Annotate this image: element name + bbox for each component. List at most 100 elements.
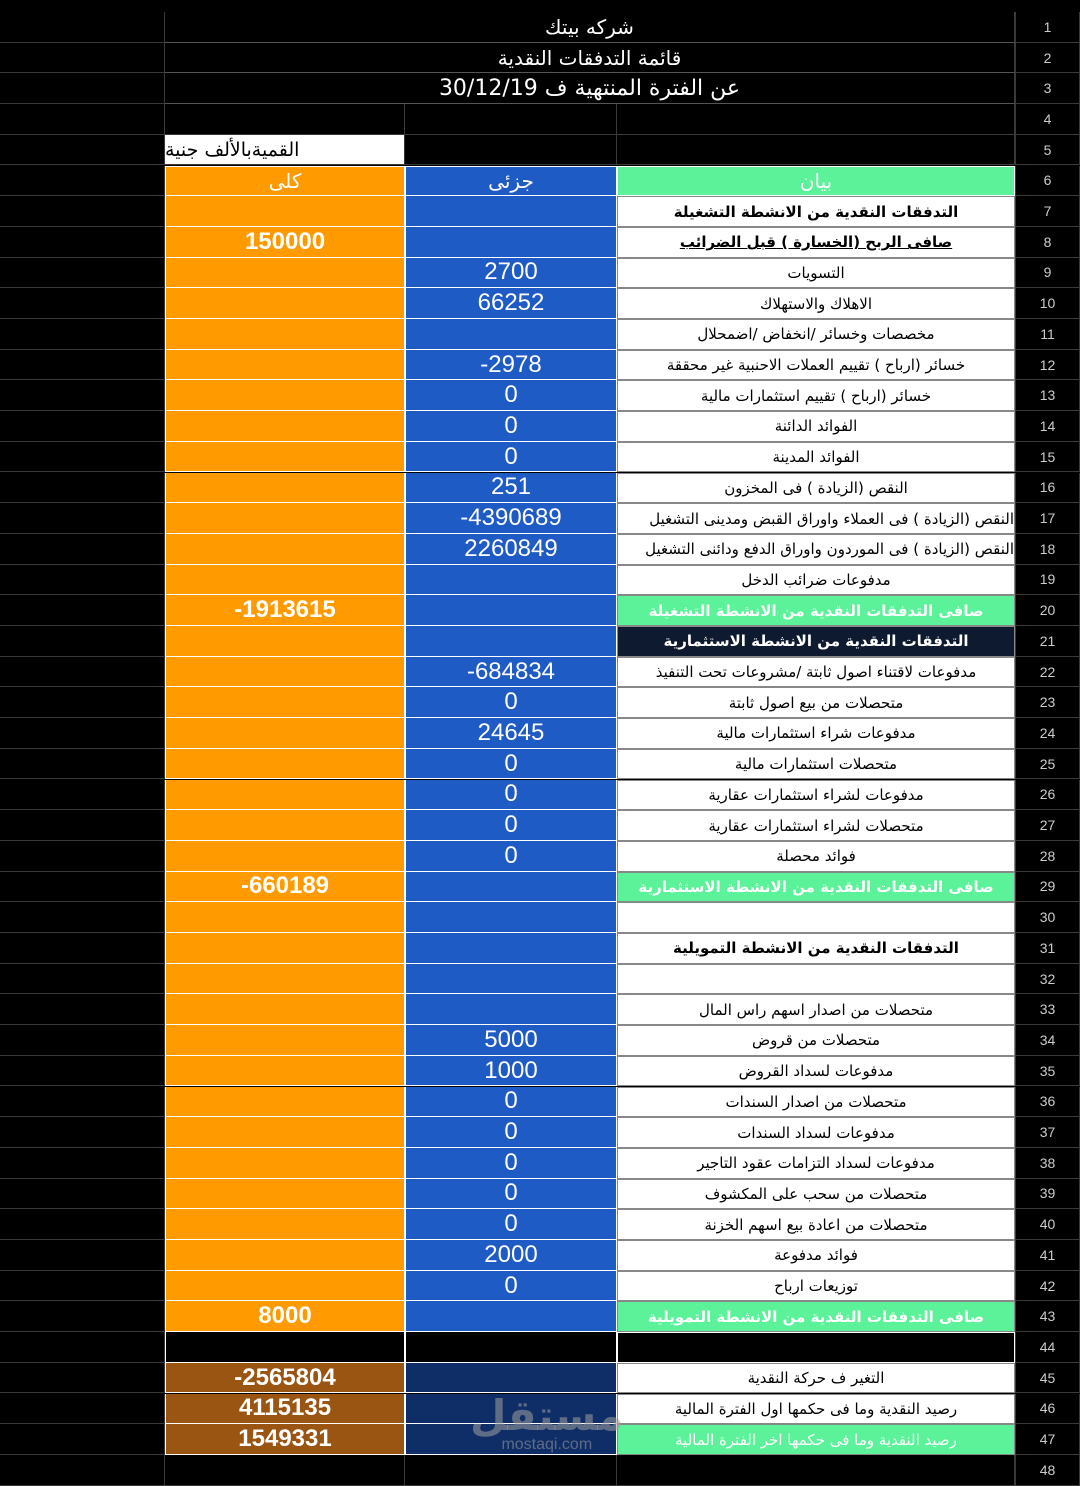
partial-cell	[405, 319, 617, 350]
statement-label: مدفوعات لاقتناء اصول ثابتة /مشروعات تحت …	[617, 656, 1015, 688]
cell	[0, 288, 165, 319]
statement-label: صافى التدفقات النقدية من الانشطة التمويل…	[617, 1301, 1015, 1333]
total-cell	[165, 1025, 405, 1056]
partial-cell: 0	[405, 1270, 617, 1302]
total-cell	[165, 902, 405, 933]
cell	[0, 902, 165, 933]
partial-cell: 0	[405, 748, 617, 780]
cell	[0, 871, 165, 903]
cell	[0, 1025, 165, 1056]
cell	[0, 165, 165, 197]
total-cell	[165, 1209, 405, 1240]
watermark-brand: مستقل	[470, 1391, 624, 1440]
cell	[0, 626, 165, 657]
row-number: 6	[1015, 165, 1080, 197]
statement-label: مدفوعات شراء استثمارات مالية	[617, 718, 1015, 749]
row-number: 14	[1015, 411, 1080, 442]
cell	[165, 1454, 405, 1486]
row-number: 42	[1015, 1270, 1080, 1302]
statement-label: متحصلات من سحب على المكشوف	[617, 1178, 1015, 1210]
total-cell	[165, 963, 405, 995]
row-number: 31	[1015, 933, 1080, 964]
row-number: 39	[1015, 1178, 1080, 1210]
cell	[0, 1055, 165, 1087]
watermark-site: mostaqi.com	[501, 1436, 593, 1453]
row-number: 13	[1015, 380, 1080, 412]
partial-cell: 0	[405, 1117, 617, 1148]
cell	[0, 687, 165, 719]
statement-label: الاهلاك والاستهلاك	[617, 288, 1015, 319]
cell	[0, 564, 165, 596]
cell	[0, 349, 165, 381]
cell	[0, 503, 165, 534]
total-cell	[165, 1332, 405, 1363]
report-period: عن الفترة المنتهية ف 30/12/19	[165, 73, 1015, 105]
cell	[0, 196, 165, 227]
statement-label: مدفوعات لشراء استثمارات عقارية	[617, 779, 1015, 811]
row-number: 24	[1015, 718, 1080, 749]
partial-cell: -2978	[405, 349, 617, 381]
total-cell	[165, 840, 405, 872]
cell	[0, 963, 165, 995]
partial-cell	[405, 196, 617, 227]
statement-label: صافى التدفقات النقدية من الانشطة التشغيل…	[617, 595, 1015, 626]
partial-cell	[405, 1301, 617, 1333]
total-cell	[165, 349, 405, 381]
statement-label: متحصلات لشراء استثمارات عقارية	[617, 810, 1015, 841]
statement-label: متحصلات من بيع اصول ثابتة	[617, 687, 1015, 719]
statement-label: توزيعات ارباح	[617, 1270, 1015, 1302]
row-number: 10	[1015, 288, 1080, 319]
cell	[0, 226, 165, 258]
row-number: 5	[1015, 134, 1080, 166]
total-cell	[165, 687, 405, 719]
row-number: 37	[1015, 1117, 1080, 1148]
cell	[0, 42, 165, 74]
column-header: جزئى	[405, 165, 617, 197]
partial-cell: 0	[405, 1209, 617, 1240]
partial-cell: 0	[405, 441, 617, 473]
row-number: 35	[1015, 1055, 1080, 1087]
cell	[0, 1240, 165, 1271]
partial-cell: -4390689	[405, 503, 617, 534]
cell	[617, 134, 1015, 166]
cell	[0, 1454, 165, 1486]
total-cell: 8000	[165, 1301, 405, 1333]
statement-label: صافى التدفقات النقدية من الانشطة الاستثم…	[617, 871, 1015, 903]
statement-label	[617, 963, 1015, 995]
cell	[0, 1086, 165, 1118]
total-cell	[165, 748, 405, 780]
partial-cell: 251	[405, 472, 617, 504]
total-cell	[165, 656, 405, 688]
partial-cell: 0	[405, 840, 617, 872]
column-header: بيان	[617, 165, 1015, 197]
statement-label: مدفوعات لسداد التزامات عقود التاجير	[617, 1147, 1015, 1179]
cell	[0, 472, 165, 504]
partial-cell: 0	[405, 779, 617, 811]
statement-label: مدفوعات لسداد القروض	[617, 1055, 1015, 1087]
cell	[0, 1362, 165, 1394]
cell	[0, 12, 165, 43]
total-cell	[165, 196, 405, 227]
partial-cell	[405, 226, 617, 258]
partial-cell: 24645	[405, 718, 617, 749]
cell	[0, 933, 165, 964]
cell	[0, 748, 165, 780]
partial-cell: 2000	[405, 1240, 617, 1271]
row-number: 17	[1015, 503, 1080, 534]
row-number: 47	[1015, 1424, 1080, 1455]
row-number: 7	[1015, 196, 1080, 227]
cell	[0, 441, 165, 473]
statement-label: متحصلات استثمارات مالية	[617, 748, 1015, 780]
row-number: 30	[1015, 902, 1080, 933]
total-cell	[165, 503, 405, 534]
cell	[0, 810, 165, 841]
partial-cell	[405, 933, 617, 964]
total-cell	[165, 779, 405, 811]
total-cell	[165, 1240, 405, 1271]
cell	[0, 411, 165, 442]
partial-cell	[405, 564, 617, 596]
row-number: 1	[1015, 12, 1080, 43]
cell	[0, 319, 165, 350]
statement-label: مخصصات وخسائر /انخفاض /اضمحلال	[617, 319, 1015, 350]
cell	[0, 104, 165, 135]
